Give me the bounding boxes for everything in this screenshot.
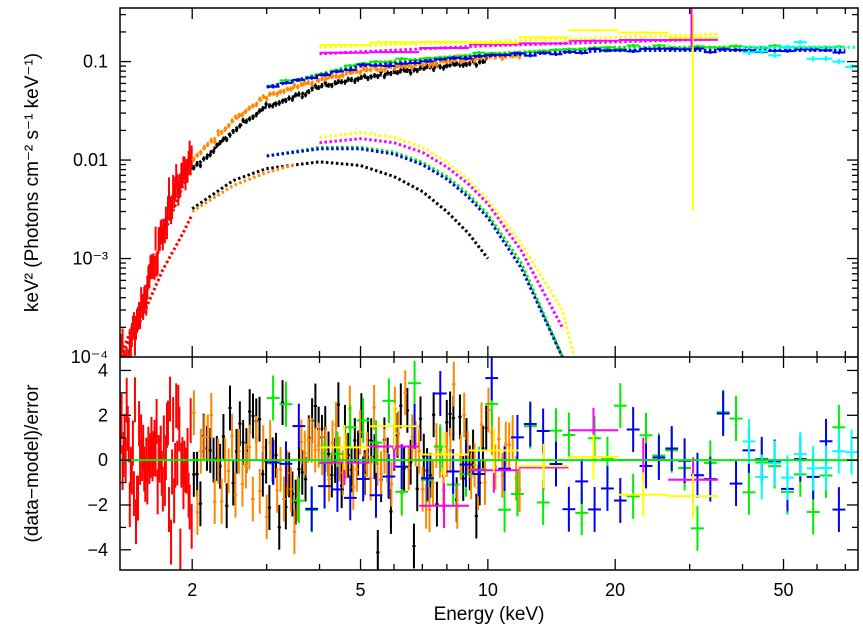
y-tick-label-upper: 10⁻³ — [72, 249, 108, 269]
series-4-residuals — [266, 357, 846, 533]
y-axis-label-upper: keV² (Photons cm⁻² s⁻¹ keV⁻¹) — [22, 53, 43, 312]
y-tick-label-lower: 0 — [98, 450, 108, 470]
series-2-model-component — [191, 163, 296, 213]
series-6-model-total — [319, 32, 719, 49]
x-axis-label: Energy (keV) — [434, 604, 545, 625]
plot-frame — [119, 7, 859, 571]
x-tick-label: 5 — [356, 580, 366, 600]
series-0-model-total — [120, 163, 194, 357]
residuals-panel — [120, 357, 858, 570]
series-1-model-total — [191, 60, 489, 171]
x-tick-label: 50 — [773, 580, 793, 600]
series-7-residuals — [742, 419, 858, 501]
y-tick-label-upper: 0.01 — [73, 150, 108, 170]
series-4-model-component — [266, 147, 564, 357]
series-0-residuals — [120, 376, 193, 570]
series-1-spectrum — [191, 55, 490, 260]
series-5-model-total — [319, 37, 719, 56]
series-3-model-component — [266, 145, 564, 357]
x-tick-label: 2 — [187, 580, 197, 600]
series-0-model-component — [120, 213, 194, 357]
x-tick-label: 10 — [478, 580, 498, 600]
series-1-model-component — [191, 160, 490, 260]
series-2-model-total — [191, 54, 522, 162]
series-6-residuals — [319, 403, 718, 519]
axes — [119, 7, 859, 571]
y-tick-label-lower: −4 — [87, 540, 108, 560]
y-tick-label-upper: 0.1 — [83, 52, 108, 72]
series-0-spectrum — [120, 140, 194, 357]
y-axis-label-lower: (data−model)/error — [22, 384, 43, 543]
series-4-spectrum — [266, 46, 846, 357]
series-2-residuals — [192, 361, 522, 555]
y-tick-label-lower: 4 — [98, 360, 108, 380]
y-tick-label-lower: 2 — [98, 405, 108, 425]
series-7-spectrum — [742, 39, 858, 70]
series-6-spectrum — [319, 29, 719, 357]
series-3-spectrum — [266, 43, 846, 357]
x-tick-label: 20 — [605, 580, 625, 600]
series-5-model-component — [319, 137, 564, 329]
series-5-spectrum — [319, 37, 719, 329]
spectrum-panel — [120, 8, 858, 357]
y-tick-label-upper: 10⁻⁴ — [71, 347, 108, 367]
y-tick-label-lower: −2 — [87, 495, 108, 515]
